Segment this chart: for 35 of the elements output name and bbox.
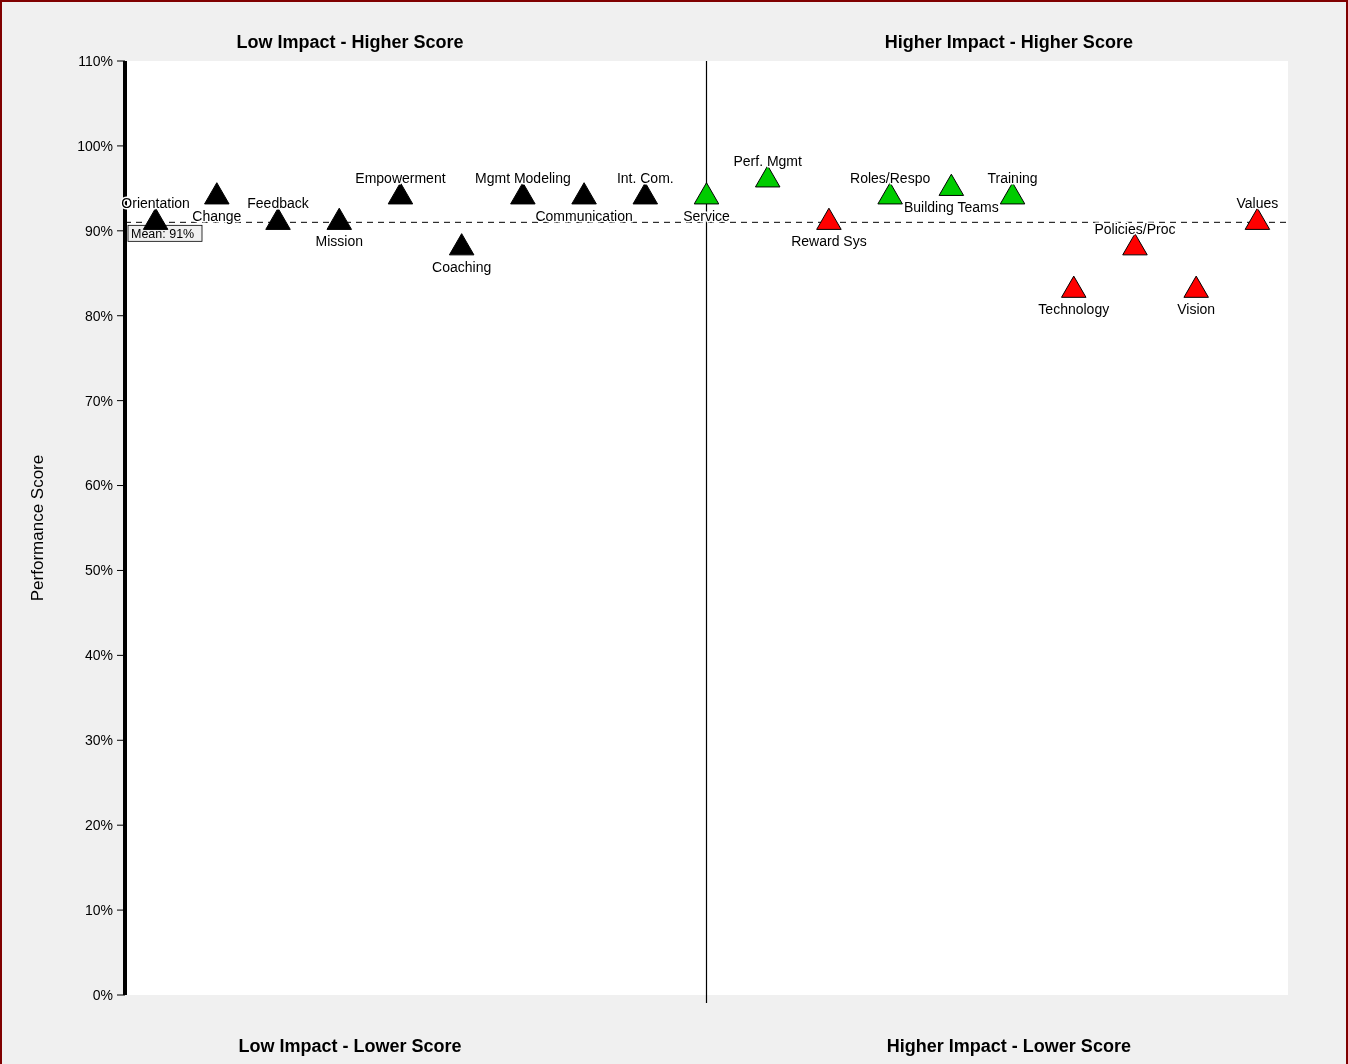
y-tick-label: 40%	[84, 647, 113, 664]
annotation: Feedback	[247, 195, 310, 212]
y-tick-label: 20%	[84, 817, 113, 834]
annotation: Building Teams	[904, 199, 999, 216]
y-tick-label: 50%	[84, 562, 113, 579]
y-tick-label: 110%	[78, 52, 113, 69]
y-tick-label: 80%	[84, 307, 113, 324]
y-tick-label: 60%	[84, 477, 113, 494]
annotation: Policies/Proc	[1094, 220, 1176, 237]
annotation: Coaching	[432, 258, 492, 275]
y-tick-label: 10%	[84, 901, 113, 918]
y-tick-label: 70%	[84, 392, 113, 409]
y-tick-label: 100%	[77, 137, 113, 154]
y-tick-label: 90%	[84, 222, 113, 239]
y-tick-label: 0%	[92, 986, 113, 1003]
annotation: Reward Sys	[791, 233, 867, 250]
annotation: Technology	[1038, 301, 1110, 318]
text: Higher Impact - Higher Score	[884, 32, 1133, 52]
text: Low Impact - Higher Score	[236, 32, 464, 52]
annotation: Values	[1236, 195, 1279, 212]
annotation: Mission	[315, 233, 363, 250]
annotation: Empowerment	[355, 169, 446, 186]
annotation: Communication	[535, 207, 633, 224]
text: Low Impact - Lower Score	[238, 1036, 462, 1056]
annotation: Roles/Respo	[850, 169, 931, 186]
annotation: Change	[192, 207, 242, 224]
y-tick-label: 30%	[84, 732, 113, 749]
annotation: Vision	[1177, 301, 1216, 318]
text: Higher Impact - Lower Score	[886, 1036, 1131, 1056]
annotation: Int. Com.	[616, 169, 674, 186]
ref-line-label: Mean: 91%	[131, 226, 195, 241]
annotation: Mgmt Modeling	[475, 169, 571, 186]
y-axis-title: Performance Score	[28, 454, 47, 602]
annotation: Training	[987, 169, 1038, 186]
annotation: Perf. Mgmt	[733, 152, 803, 169]
